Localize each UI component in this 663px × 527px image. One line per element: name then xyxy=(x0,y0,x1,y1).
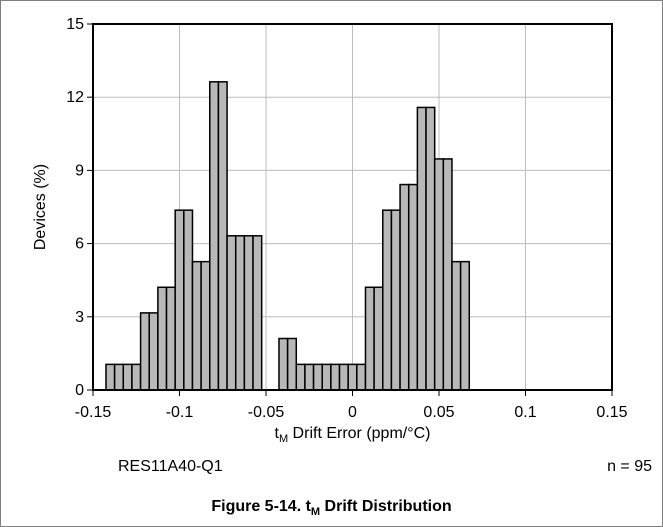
histogram-bar xyxy=(200,260,211,391)
histogram-bar xyxy=(131,363,142,391)
histogram-bar xyxy=(425,106,436,391)
histogram-bar xyxy=(157,286,168,391)
histogram-bar xyxy=(321,363,332,391)
histogram-bar xyxy=(122,363,133,391)
histogram-bar xyxy=(209,81,220,391)
x-axis-ticks: -0.15 -0.1 -0.05 0 0.05 0.1 0.15 xyxy=(75,390,628,421)
y-axis-title: Devices (%) xyxy=(32,164,49,250)
x-tick-label: -0.15 xyxy=(75,404,112,421)
histogram-bar xyxy=(382,209,393,391)
caption-subscript: M xyxy=(310,506,321,518)
y-tick-label: 9 xyxy=(75,162,84,179)
device-label: RES11A40-Q1 xyxy=(118,458,223,475)
histogram-bar xyxy=(278,337,289,391)
caption-suffix: Drift Distribution xyxy=(320,498,452,515)
histogram-bar xyxy=(191,260,202,391)
figure-caption: Figure 5-14. tM Drift Distribution xyxy=(1,498,662,518)
histogram-bar xyxy=(105,363,116,391)
histogram-bar xyxy=(407,183,419,391)
x-tick-label: -0.1 xyxy=(166,404,194,421)
x-tick-label: 0.15 xyxy=(596,404,627,421)
sample-count: n = 95 xyxy=(607,458,652,475)
histogram-chart: -0.15 -0.1 -0.05 0 0.05 0.1 0.15 0 3 6 9 12 15 Devi… xyxy=(32,16,628,445)
histogram-bar xyxy=(459,260,471,391)
histogram-bar xyxy=(183,209,194,391)
y-axis-ticks: 0 3 6 9 12 15 xyxy=(66,16,93,399)
histogram-bar xyxy=(338,363,349,391)
histogram-bar xyxy=(356,363,367,391)
histogram-bar xyxy=(252,235,263,391)
histogram-bar xyxy=(373,286,384,391)
histogram-bar xyxy=(390,209,401,391)
histogram-bar xyxy=(234,235,246,391)
histogram-bar xyxy=(433,158,445,391)
histogram-bar xyxy=(399,183,410,391)
x-tick-label: 0.05 xyxy=(423,404,454,421)
x-tick-label: 0 xyxy=(348,404,357,421)
x-axis-title-subscript: M xyxy=(279,433,288,445)
histogram-bar xyxy=(139,312,150,391)
x-axis-title: tM Drift Error (ppm/°C) xyxy=(274,425,430,445)
x-axis-title-rest: Drift Error (ppm/°C) xyxy=(288,425,430,442)
histogram-bar xyxy=(304,363,315,391)
histogram-bars xyxy=(105,81,471,391)
y-tick-label: 6 xyxy=(75,236,84,253)
y-tick-label: 15 xyxy=(66,16,84,33)
caption-prefix: Figure 5-14. t xyxy=(211,498,311,515)
histogram-bar xyxy=(226,235,237,391)
histogram-bar xyxy=(416,106,427,391)
x-tick-label: 0.1 xyxy=(514,404,536,421)
histogram-bar xyxy=(442,158,453,391)
y-tick-label: 0 xyxy=(75,382,84,399)
x-tick-label: -0.05 xyxy=(248,404,285,421)
y-tick-label: 3 xyxy=(75,309,84,326)
histogram-bar xyxy=(347,363,358,391)
histogram-bar xyxy=(217,81,228,391)
histogram-bar xyxy=(295,363,306,391)
histogram-bar xyxy=(113,363,125,391)
histogram-bar xyxy=(165,286,176,391)
histogram-bar xyxy=(364,286,375,391)
histogram-bar xyxy=(451,260,462,391)
histogram-bar xyxy=(243,235,254,391)
histogram-bar xyxy=(286,337,298,391)
histogram-bar xyxy=(148,312,159,391)
histogram-bar xyxy=(312,363,323,391)
histogram-bar xyxy=(174,209,185,391)
histogram-bar xyxy=(330,363,341,391)
x-axis-title-main: t xyxy=(274,425,279,442)
y-tick-label: 12 xyxy=(66,89,84,106)
